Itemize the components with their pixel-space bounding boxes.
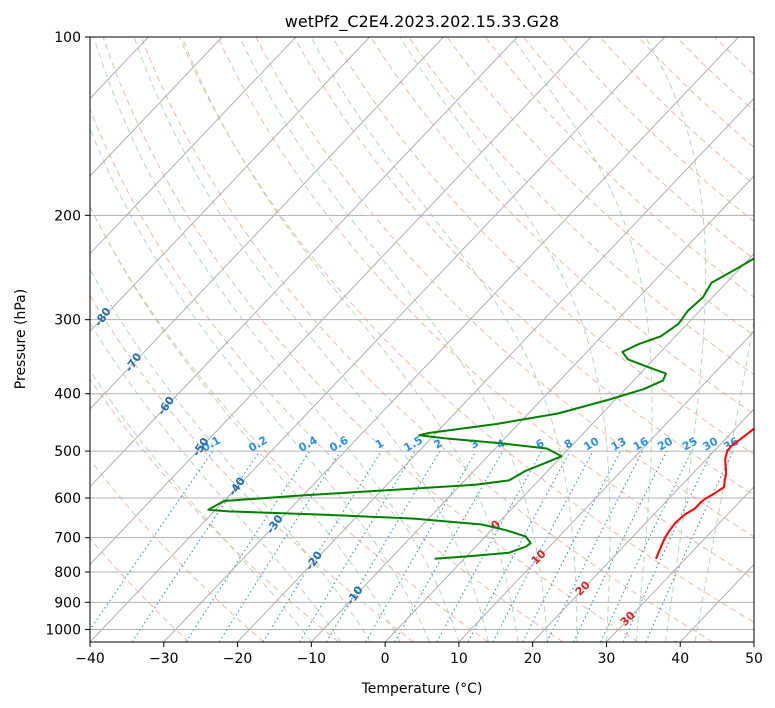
dry-adiabat-line	[637, 37, 754, 148]
x-tick-label: −40	[75, 651, 105, 667]
moist-adiabat-line	[133, 37, 489, 642]
isotherm-line	[90, 37, 223, 177]
x-axis: −40 −30 −20 −10 0 10 20 30 40 50	[75, 642, 763, 667]
x-tick-label: 50	[745, 651, 763, 667]
y-tick-label: 900	[54, 595, 81, 611]
background-lines	[90, 37, 754, 642]
x-tick-label: 10	[450, 651, 468, 667]
mixing-ratio-line	[299, 450, 416, 642]
y-tick-label: 100	[54, 30, 81, 46]
isotherm-line	[310, 175, 754, 642]
mixing-ratio-line	[645, 450, 734, 642]
x-tick-label: −30	[149, 651, 179, 667]
isotherm-line	[90, 37, 666, 642]
isotherm-line	[532, 408, 754, 642]
x-tick-label: 0	[381, 651, 390, 667]
x-axis-title: Temperature (°C)	[361, 681, 483, 697]
moist-adiabat-line	[90, 322, 342, 642]
mixing-ratio-line	[394, 450, 504, 642]
mixing-ratio-line	[436, 450, 543, 642]
moist-adiabat-line	[399, 37, 611, 642]
temperature-line	[654, 427, 754, 560]
moist-adiabat-label: 40	[664, 638, 684, 658]
mixing-ratio-line	[262, 450, 382, 642]
dry-adiabat-line	[90, 294, 414, 642]
dry-adiabat-line	[293, 37, 754, 496]
isotherm-line	[458, 330, 754, 642]
moist-adiabat-line	[93, 37, 460, 642]
isotherm-line	[90, 37, 371, 333]
y-tick-label: 500	[54, 444, 81, 460]
moist-adiabat-line	[90, 127, 430, 642]
x-tick-label: 30	[598, 651, 616, 667]
moist-adiabat-line	[90, 205, 401, 642]
mixing-ratio-line	[467, 450, 571, 642]
y-tick-label: 600	[54, 491, 81, 507]
y-axis-title: Pressure (hPa)	[13, 289, 29, 389]
x-tick-label: 20	[524, 651, 542, 667]
isotherm-line	[90, 37, 444, 410]
isotherm-line	[237, 97, 754, 642]
dry-adiabat-line	[102, 37, 639, 642]
chart-title: wetPf2_C2E4.2023.202.15.33.G28	[285, 12, 559, 32]
x-tick-label: 40	[671, 651, 689, 667]
mixing-ratio-line	[185, 450, 311, 642]
moist-adiabat-line	[511, 37, 653, 642]
x-tick-label: −10	[297, 651, 327, 667]
moist-adiabat-line	[90, 268, 371, 642]
mixing-ratio-line	[573, 450, 668, 642]
dry-adiabat-line	[217, 37, 754, 580]
y-tick-label: 700	[54, 531, 81, 547]
isotherm-line	[90, 37, 518, 488]
moist-adiabat-line	[239, 37, 548, 642]
isotherm-line	[384, 252, 754, 642]
y-tick-label: 800	[54, 565, 81, 581]
dry-adiabat-line	[408, 37, 754, 376]
mixing-ratio-line	[600, 450, 693, 642]
plot-frame	[89, 36, 755, 643]
moist-adiabat-line	[310, 37, 578, 642]
isotherm-line	[163, 37, 739, 642]
mixing-ratio-line	[622, 450, 713, 642]
isotherm-line	[90, 37, 297, 255]
y-axis: 100 200 300 400 500 600 700 800 900 1000	[45, 30, 90, 638]
data-series	[207, 257, 754, 560]
moist-adiabat-line	[644, 37, 707, 642]
dry-adiabat-line	[90, 108, 564, 642]
dry-adiabat-line	[179, 37, 754, 623]
dry-adiabat-line	[140, 37, 713, 642]
y-tick-label: 200	[54, 208, 81, 224]
mixing-ratio-line	[365, 450, 477, 642]
dry-adiabat-line	[523, 37, 754, 260]
y-tick-label: 300	[54, 313, 81, 329]
dry-adiabat-line	[90, 459, 265, 642]
moist-adiabat-line	[694, 316, 754, 642]
mixing-ratio-line	[218, 450, 342, 642]
isotherm-line	[90, 37, 592, 566]
moist-adiabat-line	[181, 37, 519, 642]
isotherm-line	[606, 485, 754, 642]
y-tick-label: 1000	[45, 622, 81, 638]
x-tick-label: −20	[223, 651, 253, 667]
dry-adiabat-line	[484, 37, 754, 298]
dewpoint-line	[207, 257, 754, 560]
y-tick-label: 400	[54, 387, 81, 403]
mixing-ratio-line	[325, 450, 441, 642]
